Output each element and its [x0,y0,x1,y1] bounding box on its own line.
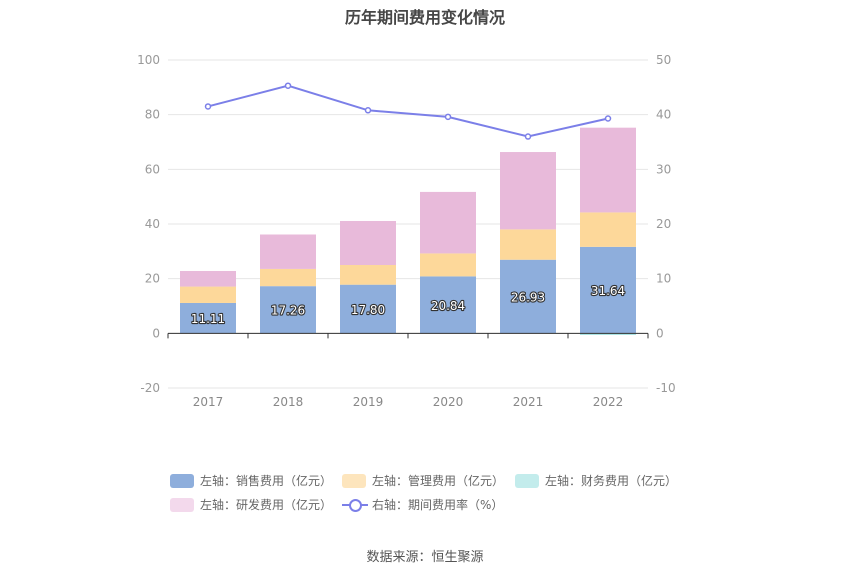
legend-item-rnd[interactable]: 左轴：研发费用（亿元） [170,496,332,513]
y-right-tick-label: 0 [656,326,664,340]
y-left-tick-label: 40 [145,217,160,231]
x-tick-label: 2021 [513,395,544,409]
bar-segment [340,284,396,334]
line-layer [204,82,612,140]
y-left-tick-label: 60 [145,162,160,176]
bar-segment [180,286,236,303]
expense-ratio-point [444,113,452,121]
bar-segment [500,229,556,260]
bar-segment [420,253,476,277]
x-tick-label: 2020 [433,395,464,409]
bar-segment [180,270,236,287]
legend-label-admin: 左轴：管理费用（亿元） [372,474,505,488]
bar-segment [260,268,316,287]
x-tick-label: 2017 [193,395,224,409]
bar-segment [420,191,476,254]
x-tick-label: 2022 [593,395,624,409]
bar-segment [420,276,476,334]
expense-ratio-point [284,82,292,89]
y-left-tick-label: 0 [152,326,160,340]
y-right-tick-label: 30 [656,162,671,176]
legend-swatch-admin [342,473,366,488]
y-left-tick-label: 80 [145,108,160,122]
bar-data-label: 17.26 [271,304,305,318]
legend-label-rnd: 左轴：研发费用（亿元） [200,498,333,512]
y-left-tick-label: 100 [137,53,160,67]
legend-label-finance: 左轴：财务费用（亿元） [545,474,678,488]
legend-item-expense-ratio[interactable]: 右轴：期间费用率（%） [342,496,503,513]
bar-segment [340,220,396,265]
y-right-tick-label: 20 [656,217,671,231]
bar-segment [180,302,236,334]
legend-item-sales[interactable]: 左轴：销售费用（亿元） [170,472,332,489]
legend-item-finance[interactable]: 左轴：财务费用（亿元） [515,472,677,489]
y-right-tick-label: -10 [656,381,676,395]
legend-label-expense-ratio: 右轴：期间费用率（%） [372,498,504,512]
bar-segment [500,259,556,334]
legend-line-marker-icon [342,498,368,512]
expense-ratio-line [207,84,609,138]
bar-segment [580,246,636,334]
legend-swatch-sales [170,473,194,488]
bar-data-label: 26.93 [511,291,545,305]
y-left-tick-label: -20 [140,381,160,395]
bar-segment [580,212,636,247]
y-right-tick-label: 40 [656,108,671,122]
bar-data-label: 20.84 [431,299,465,313]
expense-ratio-point [604,115,612,122]
chart-title: 历年期间费用变化情况 [344,8,505,27]
expense-ratio-point [364,107,372,114]
bar-segment [580,333,636,335]
grid-layer [168,59,648,389]
source-note: 数据来源：恒生聚源 [366,550,484,565]
bar-data-label: 11.11 [191,312,225,326]
x-tick-label: 2018 [273,395,304,409]
legend-swatch-rnd [170,497,194,512]
expense-ratio-point [204,103,212,110]
x-tick-label: 2019 [353,395,384,409]
y-right-tick-label: 50 [656,53,671,67]
bar-segment [580,127,636,213]
y-right-tick-label: 10 [656,272,671,286]
bar-segment [340,265,396,285]
bar-data-label: 17.80 [351,303,385,317]
y-left-tick-label: 20 [145,272,160,286]
bar-segment [260,286,316,334]
bar-segment [500,152,556,230]
bars-layer [180,127,636,335]
labels-layer: 11.11 17.26 17.80 20.84 26.93 31.64 [190,283,627,327]
expense-ratio-point [524,133,532,140]
bar-segment [260,234,316,269]
axis-layer: -20 0 20 40 60 80 100 -10 0 10 20 30 40 50 2017 2018 201… [137,53,676,409]
legend-item-admin[interactable]: 左轴：管理费用（亿元） [342,472,504,489]
legend-label-sales: 左轴：销售费用（亿元） [200,474,333,488]
bar-data-label: 31.64 [591,284,625,298]
legend-swatch-finance [515,473,539,488]
